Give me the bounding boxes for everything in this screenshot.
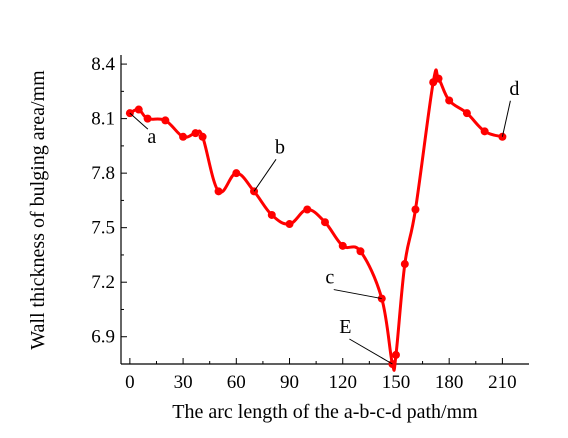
annotation-leader <box>334 290 382 299</box>
annotation-leader <box>254 159 276 191</box>
data-point <box>215 187 223 195</box>
y-axis-title: Wall thickness of bulging area/mm <box>27 70 49 350</box>
y-tick-label: 7.2 <box>91 272 115 293</box>
data-point <box>435 75 443 83</box>
y-axis-ticks: 6.9 7.2 7.5 7.8 8.1 8.4 <box>91 54 127 348</box>
x-tick-label: 0 <box>125 372 135 393</box>
x-tick-label: 30 <box>174 372 193 393</box>
data-point <box>356 247 364 255</box>
plot-frame <box>121 55 529 364</box>
data-point <box>250 187 258 195</box>
data-point <box>411 206 419 214</box>
x-axis-ticks: 0 30 60 90 120 150 180 210 <box>125 358 517 393</box>
data-point <box>303 206 311 214</box>
data-point <box>286 220 294 228</box>
data-point <box>192 129 200 137</box>
series-layer <box>126 70 507 371</box>
annotation-label: a <box>147 126 156 148</box>
y-tick-label: 6.9 <box>91 327 115 348</box>
data-point <box>481 127 489 135</box>
x-tick-label: 210 <box>488 372 517 393</box>
annotation-leader <box>349 339 392 364</box>
x-tick-label: 180 <box>435 372 464 393</box>
data-point <box>161 116 169 124</box>
y-tick-label: 7.8 <box>91 163 115 184</box>
y-tick-label: 8.4 <box>91 54 115 75</box>
data-point <box>199 133 207 141</box>
annotation-label: d <box>509 78 519 100</box>
data-point <box>401 260 409 268</box>
x-tick-label: 150 <box>382 372 411 393</box>
data-point <box>232 169 240 177</box>
annotation-label: E <box>339 316 351 338</box>
x-tick-label: 60 <box>227 372 246 393</box>
data-point <box>321 218 329 226</box>
data-point <box>463 109 471 117</box>
y-tick-label: 7.5 <box>91 218 115 239</box>
x-axis-title: The arc length of the a-b-c-d path/mm <box>172 401 478 423</box>
y-tick-label: 8.1 <box>91 109 115 130</box>
data-point <box>144 115 152 123</box>
x-tick-label: 120 <box>328 372 357 393</box>
data-point <box>135 106 143 114</box>
data-point <box>392 351 400 359</box>
annotation-label: c <box>325 267 334 289</box>
data-point <box>445 96 453 104</box>
annotation-leader <box>502 101 510 137</box>
x-tick-label: 90 <box>280 372 299 393</box>
data-point <box>179 133 187 141</box>
data-point <box>268 211 276 219</box>
annotation-label: b <box>275 136 285 158</box>
data-point <box>339 242 347 250</box>
series-line <box>130 70 503 371</box>
